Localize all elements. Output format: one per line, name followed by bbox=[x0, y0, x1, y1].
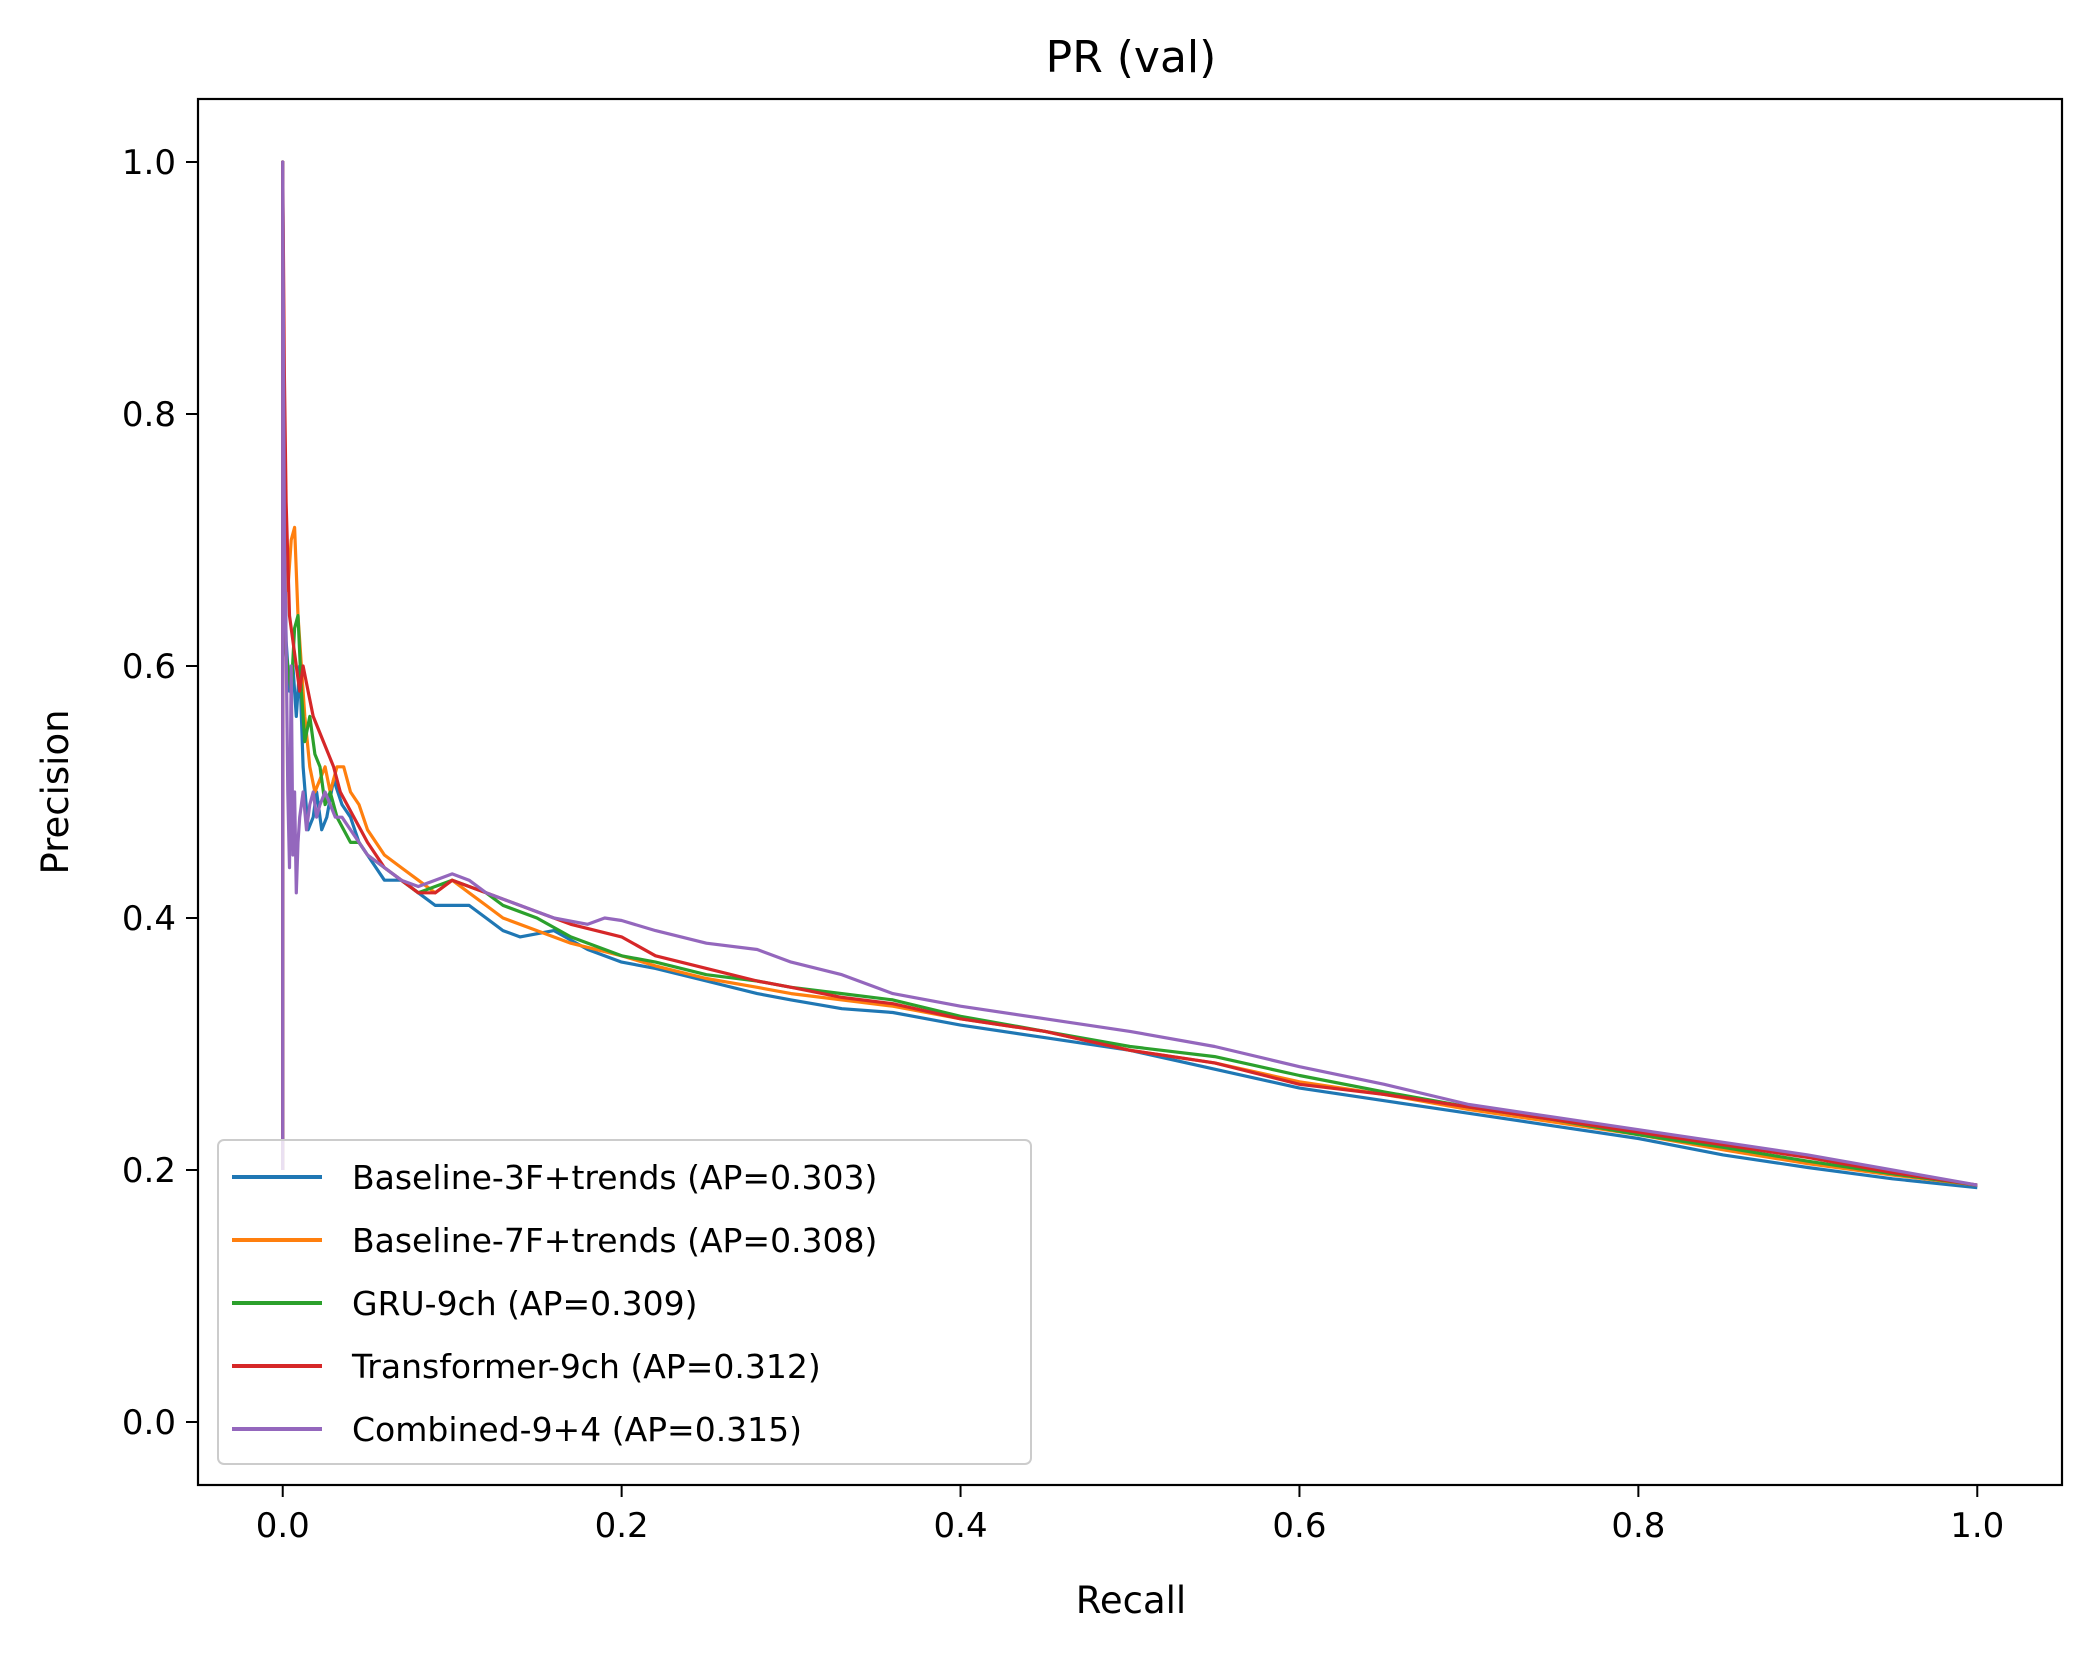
legend-items: Baseline-3F+trends (AP=0.303) Baseline-7F… bbox=[232, 1158, 877, 1449]
series-line-1 bbox=[281, 160, 1978, 1190]
series-group bbox=[281, 160, 1978, 1190]
y-axis-label: Precision bbox=[34, 709, 77, 874]
y-tick-label: 0.2 bbox=[122, 1151, 176, 1191]
x-axis-label: Recall bbox=[1076, 1579, 1186, 1622]
series-line-4 bbox=[281, 160, 1978, 1187]
chart-title: PR (val) bbox=[1046, 32, 1217, 83]
legend: Baseline-3F+trends (AP=0.303) Baseline-7F… bbox=[217, 1139, 1032, 1465]
legend-label: Baseline-7F+trends (AP=0.308) bbox=[352, 1221, 877, 1260]
legend-label: GRU-9ch (AP=0.309) bbox=[352, 1284, 697, 1323]
legend-box bbox=[217, 1139, 1032, 1465]
y-tick-label: 0.0 bbox=[122, 1403, 176, 1443]
legend-label: Combined-9+4 (AP=0.315) bbox=[352, 1410, 802, 1449]
y-tick-label: 1.0 bbox=[122, 143, 176, 183]
x-tick-label: 0.0 bbox=[256, 1506, 310, 1546]
series-line-5 bbox=[281, 160, 1978, 1187]
series-line-2 bbox=[281, 160, 1978, 1187]
y-tick-label: 0.4 bbox=[122, 899, 176, 939]
plot-area bbox=[196, 97, 2064, 1487]
legend-label: Transformer-9ch (AP=0.312) bbox=[351, 1347, 821, 1386]
y-tick-label: 0.6 bbox=[122, 647, 176, 687]
x-tick-label: 0.8 bbox=[1611, 1506, 1665, 1546]
x-axis-ticks: 0.0 0.2 0.4 0.6 0.8 1.0 bbox=[256, 1485, 2004, 1546]
y-axis-ticks: 0.0 0.2 0.4 0.6 0.8 1.0 bbox=[122, 143, 198, 1443]
axes-frame bbox=[196, 97, 2064, 1487]
legend-label: Baseline-3F+trends (AP=0.303) bbox=[352, 1158, 877, 1197]
x-tick-label: 0.4 bbox=[934, 1506, 988, 1546]
x-tick-label: 1.0 bbox=[1950, 1506, 2004, 1546]
x-tick-label: 0.6 bbox=[1272, 1506, 1326, 1546]
x-tick-label: 0.2 bbox=[595, 1506, 649, 1546]
y-tick-label: 0.8 bbox=[122, 395, 176, 435]
